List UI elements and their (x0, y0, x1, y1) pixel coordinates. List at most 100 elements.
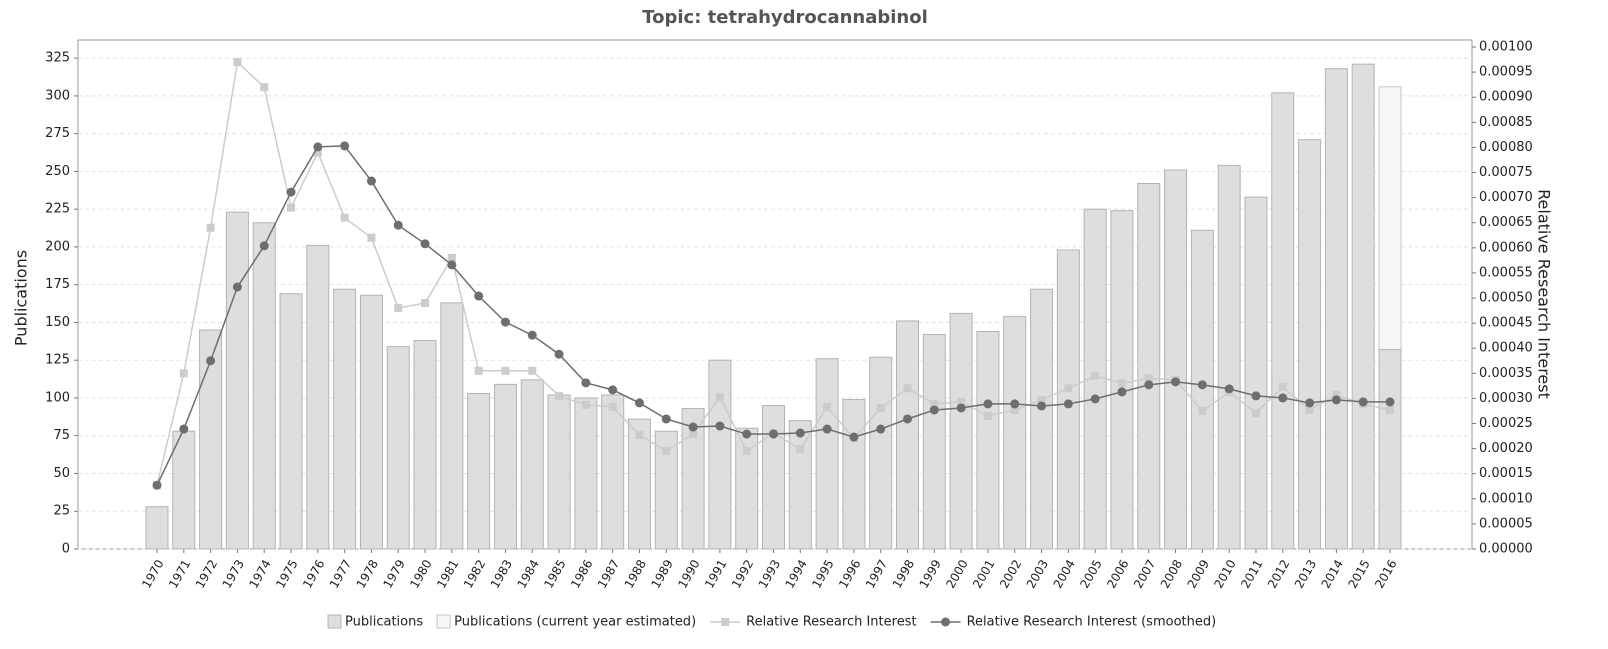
marker (930, 399, 939, 408)
marker (635, 431, 644, 440)
x-tick-label: 2003 (1024, 557, 1051, 590)
marker (823, 402, 832, 411)
x-tick-label: 2016 (1372, 557, 1399, 590)
marker (527, 330, 537, 340)
bar (574, 397, 598, 550)
marker (474, 291, 484, 301)
marker (394, 304, 403, 313)
marker (287, 203, 296, 212)
marker (661, 414, 671, 424)
bar (627, 418, 651, 550)
y2-tick-label: 0.00015 (1479, 466, 1533, 481)
marker (1037, 395, 1046, 404)
marker (500, 317, 510, 327)
bar (1164, 169, 1188, 550)
x-tick-label: 2007 (1131, 557, 1158, 590)
x-tick-label: 1977 (327, 557, 354, 590)
marker (581, 378, 591, 388)
y-tick-label: 150 (45, 315, 70, 330)
marker (286, 187, 296, 197)
marker (608, 385, 618, 395)
x-tick-label: 1997 (863, 557, 890, 590)
y2-tick-label: 0.00020 (1479, 441, 1533, 456)
bar (788, 420, 812, 550)
x-tick-label: 1984 (514, 557, 541, 590)
bar (896, 320, 920, 550)
x-tick-label: 1994 (783, 557, 810, 590)
y-tick-label: 300 (45, 88, 70, 103)
marker (528, 366, 537, 375)
marker (1278, 393, 1288, 403)
y-tick-label: 275 (45, 126, 70, 141)
bar (493, 383, 517, 550)
y-tick-label: 0 (62, 542, 70, 557)
bar (413, 340, 437, 550)
legend-swatch (327, 614, 342, 629)
marker (179, 369, 188, 378)
x-tick-label: 1985 (541, 557, 568, 590)
marker (715, 392, 724, 401)
bar (869, 356, 893, 550)
y2-tick-label: 0.00065 (1479, 215, 1533, 230)
bar (1137, 182, 1161, 550)
y-tick-label: 175 (45, 277, 70, 292)
x-tick-label: 2013 (1292, 557, 1319, 590)
marker (259, 241, 269, 251)
y2-tick-label: 0.00010 (1479, 491, 1533, 506)
x-tick-label: 2012 (1265, 557, 1292, 590)
bar (279, 293, 303, 550)
x-tick-label: 2011 (1238, 557, 1265, 590)
y2-tick-label: 0.00040 (1479, 341, 1533, 356)
marker (715, 421, 725, 431)
bar (440, 302, 464, 550)
marker (554, 349, 564, 359)
bar (1217, 164, 1241, 550)
marker (1224, 384, 1234, 394)
legend-swatch (436, 614, 451, 629)
marker (1385, 397, 1395, 407)
marker (1198, 406, 1207, 415)
marker (1144, 380, 1154, 390)
bar (1244, 196, 1268, 550)
marker (313, 142, 323, 152)
y2-tick-label: 0.00000 (1479, 542, 1533, 557)
marker (876, 403, 885, 412)
x-tick-label: 1998 (890, 557, 917, 590)
x-tick-label: 1991 (702, 557, 729, 590)
bar (735, 427, 759, 550)
x-tick-label: 2009 (1185, 557, 1212, 590)
bar (467, 392, 491, 550)
marker (447, 260, 457, 270)
y-tick-label: 75 (53, 428, 70, 443)
marker (1197, 380, 1207, 390)
marker (420, 239, 430, 249)
marker (795, 428, 805, 438)
legend-label: Publications (current year estimated) (454, 615, 696, 630)
bar (333, 288, 357, 550)
x-tick-label: 1992 (729, 557, 756, 590)
y2-tick-label: 0.00045 (1479, 316, 1533, 331)
marker (822, 424, 832, 434)
x-tick-label: 1981 (434, 557, 461, 590)
legend-label: Relative Research Interest (smoothed) (967, 615, 1217, 630)
x-tick-label: 2015 (1345, 557, 1372, 590)
marker (367, 233, 376, 242)
bar (815, 358, 839, 550)
legend-marker (941, 617, 951, 627)
x-tick-label: 1996 (836, 557, 863, 590)
bar (708, 359, 732, 550)
marker (555, 391, 564, 400)
marker (1064, 384, 1073, 393)
bar (1324, 68, 1348, 550)
bar (1030, 288, 1054, 550)
marker (876, 424, 886, 434)
legend-label: Relative Research Interest (746, 615, 916, 630)
bar (199, 329, 223, 550)
x-tick-label: 1979 (380, 557, 407, 590)
y2-tick-label: 0.00080 (1479, 140, 1533, 155)
x-tick-label: 1993 (756, 557, 783, 590)
y2-tick-label: 0.00025 (1479, 416, 1533, 431)
marker (206, 223, 215, 232)
bar (1190, 229, 1214, 550)
